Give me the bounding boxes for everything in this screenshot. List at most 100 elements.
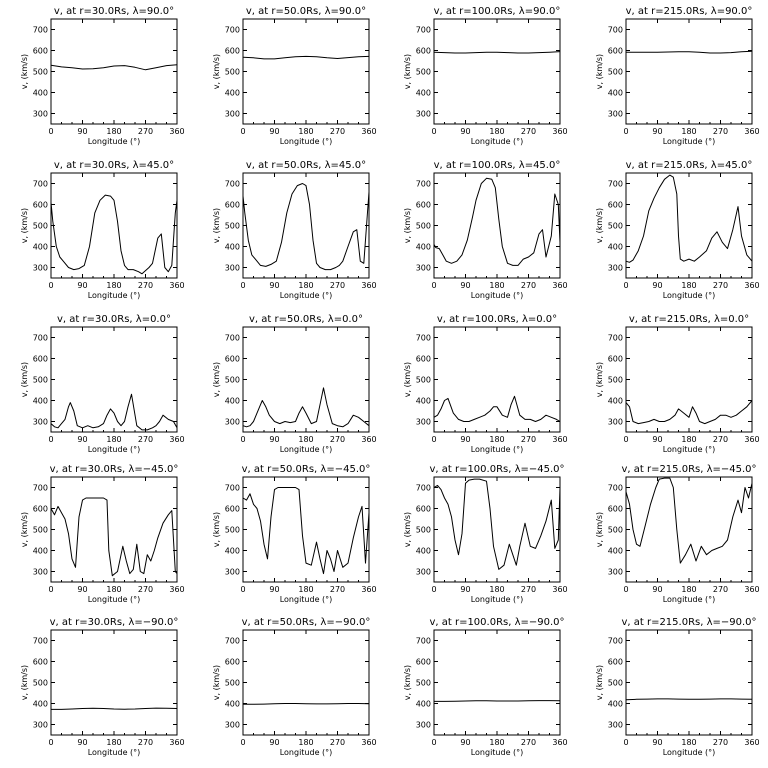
x-tick-label: 180 xyxy=(298,435,313,444)
y-tick-label: 700 xyxy=(33,334,48,343)
subplot-7: v, at r=100.0Rs, λ=45.0° 0 90 180 270 360 300 4… xyxy=(403,160,568,300)
y-tick-label: 600 xyxy=(608,658,623,667)
x-tick-label: 180 xyxy=(298,585,313,594)
series-line xyxy=(50,194,178,275)
x-tick-label: 0 xyxy=(623,127,628,136)
y-tick-label: 400 xyxy=(225,397,240,406)
subplot-16: v, at r=215.0Rs, λ=−45.0° 0 90 180 270 360 300… xyxy=(595,464,760,604)
x-tick-label: 90 xyxy=(269,435,279,444)
x-tick-label: 0 xyxy=(623,281,628,290)
y-tick-label: 400 xyxy=(225,547,240,556)
x-tick-label: 0 xyxy=(623,585,628,594)
x-tick-label: 90 xyxy=(460,281,470,290)
subplot-1: v, at r=30.0Rs, λ=90.0° 0 90 180 270 360 300 40… xyxy=(20,6,185,146)
y-tick-label: 400 xyxy=(225,243,240,252)
y-tick-label: 300 xyxy=(608,568,623,577)
x-tick-label: 180 xyxy=(489,127,504,136)
y-tick-label: 700 xyxy=(33,180,48,189)
x-tick-label: 0 xyxy=(48,127,53,136)
y-axis-label: v, (km/s) xyxy=(595,208,604,243)
x-tick-label: 0 xyxy=(48,738,53,747)
plot-frame xyxy=(242,629,370,736)
x-tick-label: 0 xyxy=(240,585,245,594)
x-tick-label: 360 xyxy=(361,585,376,594)
y-tick-label: 400 xyxy=(416,397,431,406)
x-tick-label: 270 xyxy=(138,127,153,136)
y-axis-label: v, (km/s) xyxy=(212,665,221,700)
x-tick-label: 0 xyxy=(240,281,245,290)
x-tick-label: 360 xyxy=(744,127,759,136)
x-tick-label: 0 xyxy=(431,281,436,290)
y-tick-label: 300 xyxy=(33,110,48,119)
plot-frame xyxy=(625,629,753,736)
y-tick-label: 400 xyxy=(608,397,623,406)
y-tick-label: 400 xyxy=(608,547,623,556)
x-tick-label: 90 xyxy=(652,738,662,747)
y-tick-label: 600 xyxy=(225,355,240,364)
x-axis-label: Longitude (°) xyxy=(471,748,524,757)
y-axis-label: v, (km/s) xyxy=(212,54,221,89)
y-tick-label: 300 xyxy=(608,721,623,730)
y-tick-label: 300 xyxy=(33,568,48,577)
x-tick-label: 90 xyxy=(269,281,279,290)
x-tick-label: 0 xyxy=(48,281,53,290)
x-tick-label: 360 xyxy=(744,738,759,747)
y-tick-label: 500 xyxy=(225,526,240,535)
y-tick-label: 700 xyxy=(225,26,240,35)
plot-frame xyxy=(242,18,370,125)
y-tick-label: 500 xyxy=(33,222,48,231)
subplot-title: v, at r=30.0Rs, λ=90.0° xyxy=(54,6,174,17)
y-tick-label: 700 xyxy=(608,180,623,189)
y-tick-label: 400 xyxy=(608,89,623,98)
x-tick-label: 0 xyxy=(623,738,628,747)
plot-frame xyxy=(50,18,178,125)
y-tick-label: 600 xyxy=(416,505,431,514)
x-tick-label: 360 xyxy=(744,281,759,290)
x-tick-label: 180 xyxy=(489,281,504,290)
y-axis-label: v, (km/s) xyxy=(403,208,412,243)
x-axis-label: Longitude (°) xyxy=(471,137,524,146)
x-tick-label: 270 xyxy=(521,127,536,136)
y-tick-label: 400 xyxy=(33,243,48,252)
y-tick-label: 400 xyxy=(33,397,48,406)
y-tick-label: 700 xyxy=(608,334,623,343)
plot-frame xyxy=(433,629,561,736)
y-tick-label: 700 xyxy=(416,484,431,493)
y-tick-label: 600 xyxy=(33,201,48,210)
y-tick-label: 500 xyxy=(416,526,431,535)
x-tick-label: 180 xyxy=(106,281,121,290)
x-tick-label: 90 xyxy=(77,435,87,444)
x-tick-label: 270 xyxy=(138,435,153,444)
x-tick-label: 90 xyxy=(652,127,662,136)
x-tick-label: 360 xyxy=(552,435,567,444)
x-tick-label: 90 xyxy=(652,585,662,594)
y-tick-label: 300 xyxy=(608,418,623,427)
x-axis-label: Longitude (°) xyxy=(471,445,524,454)
subplot-title: v, at r=215.0Rs, λ=−90.0° xyxy=(621,617,756,628)
y-tick-label: 600 xyxy=(33,658,48,667)
y-tick-label: 600 xyxy=(416,47,431,56)
y-tick-label: 500 xyxy=(33,679,48,688)
x-axis-label: Longitude (°) xyxy=(280,445,333,454)
subplot-6: v, at r=50.0Rs, λ=45.0° 0 90 180 270 360 300 40… xyxy=(212,160,377,300)
plot-frame xyxy=(242,326,370,433)
x-tick-label: 90 xyxy=(77,585,87,594)
series-line xyxy=(625,477,753,564)
x-tick-label: 270 xyxy=(330,435,345,444)
y-tick-label: 400 xyxy=(416,89,431,98)
x-tick-label: 180 xyxy=(298,281,313,290)
subplot-title: v, at r=50.0Rs, λ=45.0° xyxy=(246,160,366,171)
y-tick-label: 300 xyxy=(225,418,240,427)
x-axis-label: Longitude (°) xyxy=(663,445,716,454)
plot-frame xyxy=(625,476,753,583)
y-tick-label: 300 xyxy=(416,110,431,119)
x-tick-label: 0 xyxy=(623,435,628,444)
y-tick-label: 400 xyxy=(33,89,48,98)
subplot-title: v, at r=50.0Rs, λ=90.0° xyxy=(246,6,366,17)
y-tick-label: 600 xyxy=(416,201,431,210)
x-tick-label: 360 xyxy=(361,127,376,136)
y-tick-label: 700 xyxy=(416,334,431,343)
x-tick-label: 270 xyxy=(330,738,345,747)
plot-frame xyxy=(50,172,178,279)
x-tick-label: 270 xyxy=(713,281,728,290)
